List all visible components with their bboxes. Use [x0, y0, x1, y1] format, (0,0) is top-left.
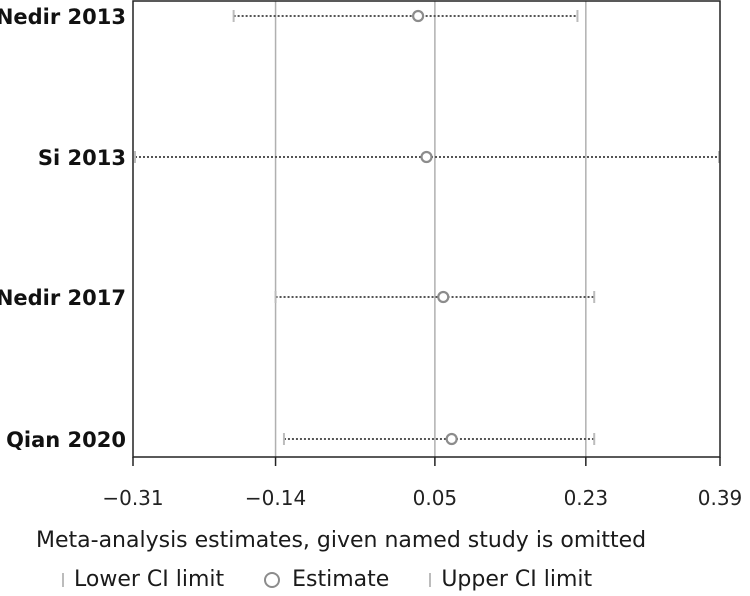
- legend-upper-ci-label: Upper CI limit: [441, 567, 593, 592]
- upper-ci-glyph: [429, 572, 432, 587]
- study-label: Si 2013: [38, 146, 126, 170]
- legend-lower-ci-label: Lower CI limit: [74, 567, 225, 592]
- legend-estimate: Estimate: [264, 567, 389, 592]
- estimate-glyph: [264, 571, 281, 588]
- reference-lines: [274, 1, 587, 457]
- estimate-point: [412, 9, 425, 23]
- x-axis-ticks: −0.31 −0.14 0.05 0.23 0.39: [102, 457, 742, 510]
- estimate-markers: [412, 9, 458, 446]
- estimate-point: [437, 290, 450, 304]
- legend-title: Meta-analysis estimates, given named stu…: [36, 528, 647, 553]
- study-label: Nedir 2017: [0, 286, 126, 310]
- legend-estimate-label: Estimate: [292, 567, 390, 592]
- study-labels: Nedir 2013 Si 2013 Nedir 2017 Qian 2020: [0, 5, 126, 452]
- x-tick-label: 0.39: [698, 486, 743, 510]
- x-tick-label: −0.14: [245, 486, 306, 510]
- x-tick-label: 0.05: [413, 486, 458, 510]
- plot-frame: [132, 0, 721, 458]
- study-label: Nedir 2013: [0, 5, 126, 29]
- forest-plot: Nedir 2013 Si 2013 Nedir 2017 Qian 2020 −0.…: [0, 0, 742, 510]
- legend-lower-ci: Lower CI limit: [62, 567, 224, 592]
- estimate-point: [420, 150, 433, 164]
- lower-ci-glyph: [62, 572, 64, 587]
- study-label: Qian 2020: [6, 428, 126, 452]
- estimate-point: [445, 432, 458, 446]
- legend-upper-ci: Upper CI limit: [429, 567, 592, 592]
- x-tick-label: 0.23: [564, 486, 609, 510]
- x-tick-label: −0.31: [102, 486, 163, 510]
- legend: Lower CI limit Estimate Upper CI limit: [62, 567, 632, 592]
- confidence-intervals: [134, 10, 720, 445]
